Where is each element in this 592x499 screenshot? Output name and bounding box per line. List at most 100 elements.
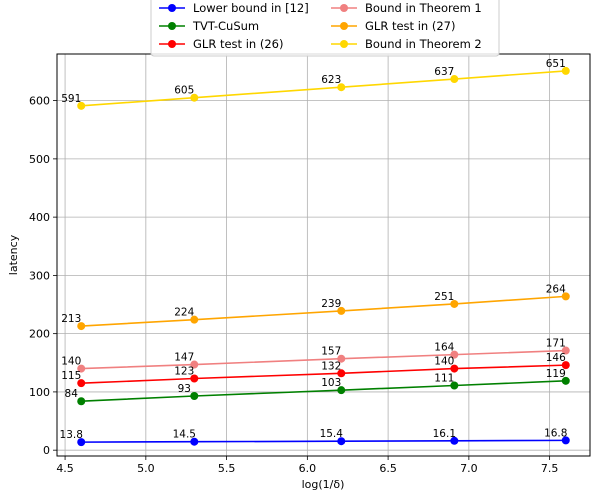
data-point: [190, 360, 199, 369]
legend-item: GLR test in (27): [331, 19, 455, 33]
legend-marker: [168, 40, 176, 48]
legend-item: Bound in Theorem 2: [331, 37, 482, 51]
data-label: 84: [65, 388, 79, 400]
data-point: [561, 361, 570, 370]
data-label: 123: [174, 366, 194, 378]
x-tick-label: 6.5: [379, 462, 397, 475]
series-3: [77, 346, 570, 373]
data-point: [190, 315, 199, 324]
data-point: [77, 438, 86, 447]
y-tick-label: 300: [29, 269, 50, 282]
legend-item: Lower bound in [12]: [159, 1, 309, 15]
legend-marker: [168, 4, 176, 12]
data-label: 146: [546, 352, 566, 364]
y-axis: 0 100 200 300 400 500 600: [29, 95, 57, 457]
data-point: [337, 386, 346, 395]
data-label: 591: [61, 93, 81, 105]
legend-marker: [168, 22, 176, 30]
data-label: 157: [321, 346, 341, 358]
data-point: [450, 299, 459, 308]
data-label: 93: [178, 383, 191, 395]
data-label: 651: [546, 58, 566, 70]
data-label: 119: [546, 368, 566, 380]
legend-label: TVT-CuSum: [192, 19, 259, 33]
data-label: 140: [61, 356, 81, 368]
data-point: [450, 75, 459, 84]
legend-marker: [340, 4, 348, 12]
data-point: [337, 306, 346, 315]
x-tick-label: 7.0: [460, 462, 478, 475]
data-label: 637: [434, 66, 454, 78]
legend: Lower bound in [12] TVT-CuSum GLR test in …: [150, 0, 500, 57]
data-label: 13.8: [60, 429, 83, 441]
data-point: [450, 436, 459, 445]
data-label: 16.8: [544, 427, 567, 439]
data-label: 15.4: [320, 428, 344, 440]
series-2: [77, 361, 570, 388]
data-point: [450, 350, 459, 359]
data-label: 239: [321, 298, 341, 310]
data-label: 224: [174, 307, 194, 319]
series-0: [77, 436, 570, 447]
data-point: [77, 364, 86, 373]
data-point: [450, 364, 459, 373]
data-point: [337, 437, 346, 446]
data-label: 623: [321, 74, 341, 86]
series-4: [77, 292, 570, 331]
x-tick-label: 5.0: [137, 462, 155, 475]
data-label: 115: [61, 370, 81, 382]
data-point: [337, 354, 346, 363]
y-axis-label: latency: [7, 234, 20, 275]
grid: [57, 54, 590, 456]
plot-background: [57, 54, 590, 456]
legend-label: Lower bound in [12]: [193, 1, 309, 15]
data-point: [561, 436, 570, 445]
data-label: 164: [434, 342, 454, 354]
data-label: 171: [546, 338, 566, 350]
y-tick-label: 600: [29, 95, 50, 108]
series-1: [77, 376, 570, 406]
data-point: [561, 292, 570, 301]
data-labels: 13.8 14.5 15.4 16.1 16.8 84 93 103 111 119 115 123 1…: [60, 58, 568, 441]
data-point: [190, 391, 199, 400]
data-label: 132: [321, 360, 341, 372]
data-point: [190, 93, 199, 102]
data-point: [77, 322, 86, 331]
data-point: [77, 397, 86, 406]
data-label: 103: [321, 377, 341, 389]
x-tick-label: 4.5: [56, 462, 74, 475]
legend-item: GLR test in (26): [159, 37, 283, 51]
x-axis: 4.5 5.0 5.5 6.0 6.5 7.0 7.5: [56, 456, 558, 475]
x-tick-label: 7.5: [541, 462, 559, 475]
data-point: [337, 83, 346, 92]
x-tick-label: 6.0: [299, 462, 317, 475]
data-point: [77, 101, 86, 110]
data-label: 16.1: [433, 428, 456, 440]
data-label: 213: [61, 313, 81, 325]
data-point: [561, 346, 570, 355]
data-label: 140: [434, 356, 454, 368]
series-5: [77, 66, 570, 110]
legend-label: Bound in Theorem 1: [365, 1, 482, 15]
x-axis-label: log(1/δ): [302, 478, 345, 491]
legend-box: [150, 0, 500, 57]
data-label: 251: [434, 291, 454, 303]
data-label: 605: [174, 85, 194, 97]
legend-label: GLR test in (27): [365, 19, 455, 33]
legend-marker: [340, 40, 348, 48]
data-label: 264: [546, 283, 566, 295]
data-label: 14.5: [173, 429, 196, 441]
y-tick-label: 100: [29, 386, 50, 399]
y-tick-label: 400: [29, 211, 50, 224]
y-tick-label: 500: [29, 153, 50, 166]
data-point: [561, 376, 570, 385]
data-point: [190, 374, 199, 383]
data-point: [77, 379, 86, 388]
data-label: 147: [174, 352, 194, 364]
y-tick-label: 0: [43, 444, 50, 457]
data-point: [190, 437, 199, 446]
legend-marker: [340, 22, 348, 30]
data-label: 111: [434, 373, 454, 385]
